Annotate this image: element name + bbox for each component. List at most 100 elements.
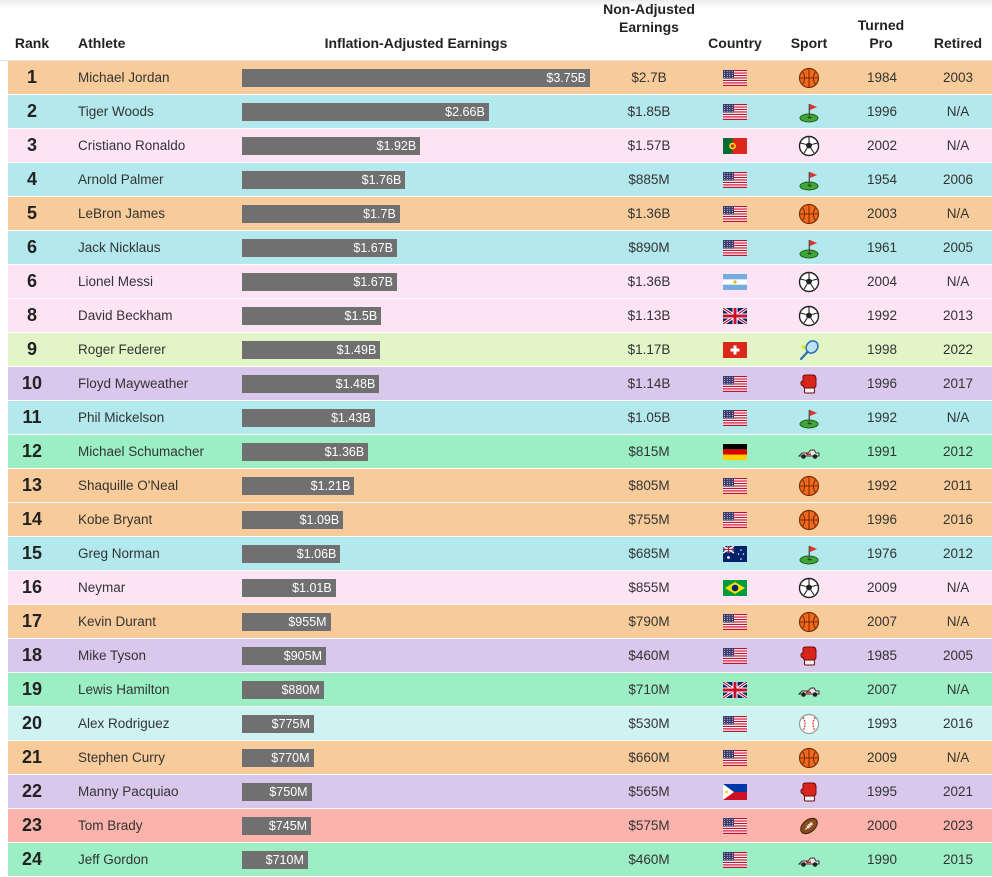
soccer-icon (798, 135, 820, 157)
bar-value-label: $1.67B (353, 241, 393, 255)
flag-icon (723, 70, 747, 86)
flag-icon (723, 818, 747, 834)
retired-year: 2015 (942, 852, 974, 867)
rank-cell: 10 (21, 373, 43, 393)
boxing-glove-icon (798, 781, 820, 803)
athlete-name: Floyd Mayweather (78, 376, 189, 391)
rank-cell: 14 (21, 509, 43, 529)
rank-cell: 19 (21, 679, 43, 699)
flag-icon (723, 410, 747, 426)
non-adjusted-earnings: $660M (628, 750, 670, 765)
table-body: 1 Michael Jordan $3.75B $2.7B 1984 2003 2 Tiger… (8, 61, 992, 877)
table-row: 24 Jeff Gordon $710M $460M 1990 2015 (8, 843, 992, 877)
rank-cell: 13 (21, 475, 43, 495)
turned-pro-year: 2000 (866, 818, 898, 833)
rank-cell: 6 (26, 271, 37, 291)
basketball-icon (798, 475, 820, 497)
non-adjusted-earnings: $565M (628, 784, 670, 799)
flag-icon (723, 172, 747, 188)
athlete-name: Phil Mickelson (78, 410, 165, 425)
non-adjusted-earnings: $575M (628, 818, 670, 833)
turned-pro-year: 2009 (866, 580, 898, 595)
flag-icon (723, 682, 747, 698)
table-row: 11 Phil Mickelson $1.43B $1.05B 1992 N/A (8, 401, 992, 435)
bar-value-label: $1.01B (292, 581, 332, 595)
retired-year: N/A (946, 104, 970, 119)
rank-cell: 9 (26, 339, 37, 359)
basketball-icon (798, 67, 820, 89)
tennis-icon (798, 339, 820, 361)
turned-pro-year: 1996 (866, 376, 898, 391)
rank-cell: 1 (26, 67, 37, 87)
boxing-glove-icon (798, 645, 820, 667)
bar-value-label: $905M (283, 649, 322, 663)
table-row: 20 Alex Rodriguez $775M $530M 1993 2016 (8, 707, 992, 741)
golf-icon (798, 237, 820, 259)
athlete-name: Lewis Hamilton (78, 682, 170, 697)
soccer-icon (798, 577, 820, 599)
athlete-name: Kobe Bryant (78, 512, 153, 527)
bar-value-label: $955M (288, 615, 327, 629)
flag-icon (723, 240, 747, 256)
header-country: Country (708, 35, 762, 51)
rank-cell: 12 (21, 441, 43, 461)
retired-year: N/A (946, 206, 970, 221)
soccer-icon (798, 305, 820, 327)
turned-pro-year: 1996 (866, 104, 898, 119)
retired-year: N/A (946, 580, 970, 595)
rank-cell: 8 (26, 305, 37, 325)
flag-icon (723, 852, 747, 868)
bar-value-label: $1.7B (363, 207, 396, 221)
table-row: 12 Michael Schumacher $1.36B $815M 1991 2012 (8, 435, 992, 469)
athlete-name: Neymar (78, 580, 126, 595)
bar-value-label: $745M (268, 819, 308, 833)
table-row: 13 Shaquille O'Neal $1.21B $805M 1992 2011 (8, 469, 992, 503)
flag-icon (723, 104, 747, 120)
rank-cell: 5 (26, 203, 37, 223)
athlete-name: Cristiano Ronaldo (78, 138, 186, 153)
bar-value-label: $750M (269, 785, 308, 799)
table-row: 17 Kevin Durant $955M $790M 2007 N/A (8, 605, 992, 639)
earnings-bar: $1.49B (242, 341, 381, 359)
retired-year: N/A (946, 750, 970, 765)
retired-year: N/A (946, 138, 970, 153)
non-adjusted-earnings: $815M (628, 444, 670, 459)
bar-value-label: $1.92B (376, 139, 417, 153)
non-adjusted-earnings: $710M (628, 682, 670, 697)
retired-year: 2017 (942, 376, 974, 391)
flag-icon (723, 784, 747, 800)
bar-value-label: $1.5B (344, 309, 378, 323)
athlete-name: Stephen Curry (78, 750, 166, 765)
athlete-name: Lionel Messi (78, 274, 154, 289)
bar-value-label: $1.06B (296, 547, 337, 561)
table-row: 14 Kobe Bryant $1.09B $755M 1996 2016 (8, 503, 992, 537)
flag-icon (723, 478, 747, 494)
rank-cell: 17 (21, 611, 43, 631)
earnings-bar: $1.36B (242, 443, 369, 461)
golf-icon (798, 169, 820, 191)
non-adjusted-earnings: $790M (628, 614, 670, 629)
earnings-bar: $1.76B (242, 171, 406, 189)
table-row: 19 Lewis Hamilton $880M $710M 2007 N/A (8, 673, 992, 707)
flag-icon (723, 342, 747, 358)
table-row: 1 Michael Jordan $3.75B $2.7B 1984 2003 (8, 61, 992, 95)
earnings-bar: $1.67B (242, 273, 397, 291)
turned-pro-year: 1954 (866, 172, 898, 187)
athlete-name: Alex Rodriguez (78, 716, 170, 731)
earnings-bar: $1.43B (242, 409, 375, 427)
turned-pro-year: 2003 (866, 206, 898, 221)
retired-year: 2023 (942, 818, 974, 833)
retired-year: 2005 (942, 648, 974, 663)
flag-icon (723, 546, 747, 562)
header-rank: Rank (14, 35, 50, 51)
earnings-bar: $1.01B (242, 579, 336, 597)
header-retired: Retired (933, 35, 983, 51)
bar-value-label: $775M (271, 717, 310, 731)
baseball-icon (798, 713, 820, 735)
earnings-bar: $955M (242, 613, 331, 631)
turned-pro-year: 1992 (866, 410, 898, 425)
table-row: 21 Stephen Curry $770M $660M 2009 N/A (8, 741, 992, 775)
basketball-icon (798, 509, 820, 531)
athlete-name: Michael Jordan (78, 70, 170, 85)
bar-value-label: $1.09B (299, 513, 340, 527)
